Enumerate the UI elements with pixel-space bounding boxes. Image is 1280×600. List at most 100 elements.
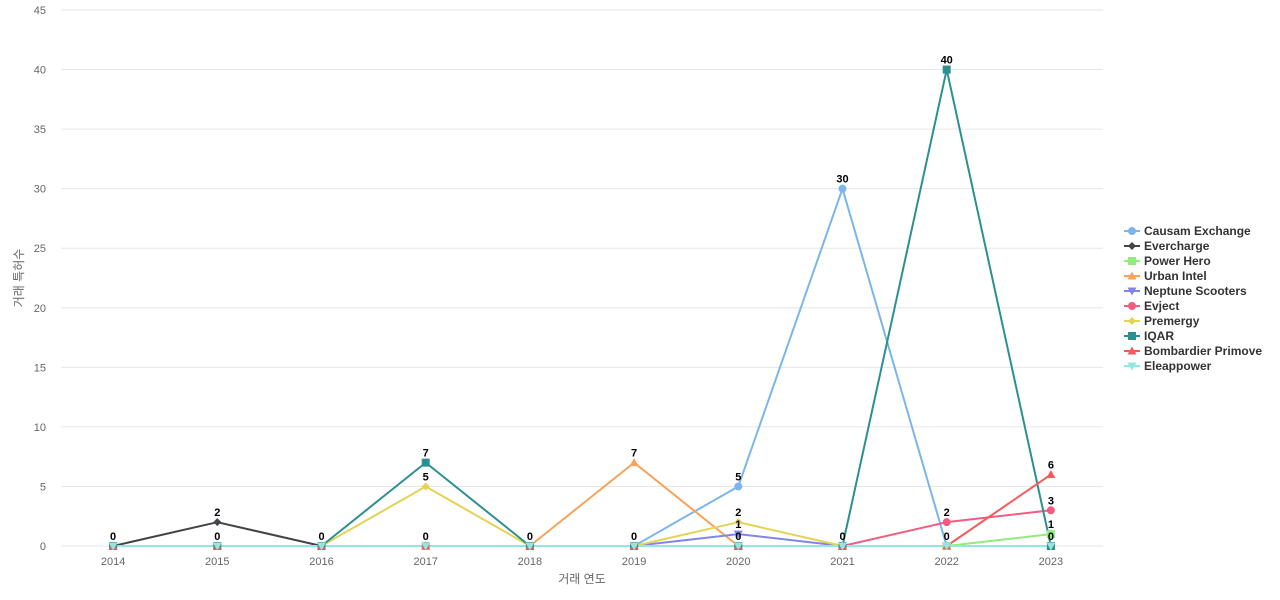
data-point-eleappower: [525, 542, 535, 551]
legend-label: Neptune Scooters: [1144, 284, 1247, 298]
legend-label: Premergy: [1144, 314, 1200, 328]
data-point-eleappower: [838, 542, 847, 551]
data-point-eleappower: [1046, 542, 1056, 551]
data-label: 7: [631, 448, 637, 460]
legend-symbol: [1127, 346, 1137, 355]
series-line-urban-intel: [113, 461, 1051, 547]
legend-label: Bombardier Primove: [1144, 344, 1262, 358]
x-tick-label: 2022: [934, 556, 958, 568]
data-point-iqar: [421, 458, 430, 467]
data-label: 0: [214, 531, 220, 543]
data-label: 0: [1048, 531, 1054, 543]
data-label: 2: [214, 507, 220, 519]
legend-item-eleappower[interactable]: Eleappower: [1124, 359, 1212, 373]
x-tick-label: 2018: [518, 556, 542, 568]
x-tick-label: 2020: [726, 556, 750, 568]
data-point-eleappower: [108, 542, 118, 551]
x-tick-label: 2014: [101, 556, 125, 568]
legend-symbol: [1128, 317, 1136, 325]
legend-label: Evject: [1144, 299, 1179, 313]
data-label: 1: [735, 519, 741, 531]
data-label: 0: [944, 531, 950, 543]
legend-symbol: [1127, 271, 1137, 280]
legend-label: Urban Intel: [1144, 269, 1207, 283]
legend-symbol: [1128, 242, 1136, 250]
data-point-eleappower: [421, 542, 431, 551]
x-tick-label: 2017: [413, 556, 437, 568]
data-label: 1: [1048, 519, 1054, 531]
data-point-eleappower: [733, 542, 743, 551]
legend-item-iqar[interactable]: IQAR: [1124, 329, 1174, 343]
legend-label: Causam Exchange: [1144, 224, 1251, 238]
data-label: 5: [735, 471, 741, 483]
data-label: 30: [836, 174, 848, 186]
data-point-eleappower: [212, 542, 222, 551]
legend-item-causam-exchange[interactable]: Causam Exchange: [1124, 224, 1251, 238]
data-point-urban-intel: [629, 458, 639, 467]
data-label: 2: [735, 507, 741, 519]
legend-label: Power Hero: [1144, 254, 1211, 268]
legend-label: Eleappower: [1144, 359, 1212, 373]
data-point-neptune-scooters: [733, 530, 743, 539]
legend-symbol: [1128, 332, 1136, 340]
y-tick-label: 45: [34, 5, 46, 17]
series-markers: [108, 65, 1056, 551]
data-label: 0: [839, 531, 845, 543]
x-axis-title: 거래 연도: [558, 572, 606, 586]
legend-item-evject[interactable]: Evject: [1124, 299, 1179, 313]
series-line-evercharge: [112, 521, 1051, 547]
data-point-eleappower: [942, 542, 952, 551]
data-point-causam-exchange: [734, 482, 743, 491]
y-tick-label: 20: [34, 303, 46, 315]
y-tick-label: 40: [34, 65, 46, 77]
series-lines: [112, 68, 1052, 547]
legend-item-power-hero[interactable]: Power Hero: [1124, 254, 1211, 268]
y-axis-ticks: 0 5 10 15 20 25 30 35 40 45: [34, 5, 46, 553]
x-tick-label: 2019: [622, 556, 646, 568]
y-tick-label: 25: [34, 243, 46, 255]
data-point-power-hero: [1046, 530, 1055, 539]
y-tick-label: 5: [40, 481, 46, 493]
legend-item-neptune-scooters[interactable]: Neptune Scooters: [1124, 284, 1247, 298]
data-point-evject: [1046, 506, 1055, 515]
data-label: 0: [110, 531, 116, 543]
data-label: 40: [941, 55, 953, 67]
data-point-iqar: [942, 65, 951, 74]
y-tick-label: 10: [34, 422, 46, 434]
data-point-causam-exchange: [838, 184, 847, 193]
data-label: 5: [423, 471, 429, 483]
legend-label: IQAR: [1144, 329, 1174, 343]
data-label: 0: [631, 531, 637, 543]
legend-symbol: [1127, 362, 1137, 371]
legend-symbol: [1127, 287, 1137, 296]
data-point-eleappower: [629, 542, 639, 551]
data-label: 0: [527, 531, 533, 543]
legend-item-urban-intel[interactable]: Urban Intel: [1124, 269, 1207, 283]
series-line-premergy: [113, 485, 1051, 547]
legend-item-premergy[interactable]: Premergy: [1124, 314, 1200, 328]
series-line-neptune-scooters: [113, 533, 1051, 547]
data-point-evject: [942, 518, 951, 527]
x-axis-ticks: 2014 2015 2016 2017 2018 2019 2020 2021 2022 2023: [101, 556, 1063, 568]
legend-item-bombardier-primove[interactable]: Bombardier Primove: [1124, 344, 1262, 358]
series-line-evject: [113, 509, 1052, 547]
data-point-premergy: [421, 482, 430, 491]
data-point-evercharge: [213, 518, 222, 527]
x-tick-label: 2021: [830, 556, 854, 568]
grid-lines: [61, 9, 1103, 547]
data-label: 0: [423, 531, 429, 543]
data-label: 0: [735, 531, 741, 543]
data-point-bombardier-primove: [1046, 470, 1056, 479]
y-tick-label: 30: [34, 184, 46, 196]
data-label: 3: [1048, 495, 1054, 507]
legend-item-evercharge[interactable]: Evercharge: [1124, 239, 1210, 253]
series-line-bombardier-primove: [113, 473, 1052, 547]
x-tick-label: 2016: [309, 556, 333, 568]
data-label: 2: [944, 507, 950, 519]
legend-symbol: [1128, 227, 1136, 235]
data-point-eleappower: [317, 542, 326, 551]
y-tick-label: 15: [34, 362, 46, 374]
